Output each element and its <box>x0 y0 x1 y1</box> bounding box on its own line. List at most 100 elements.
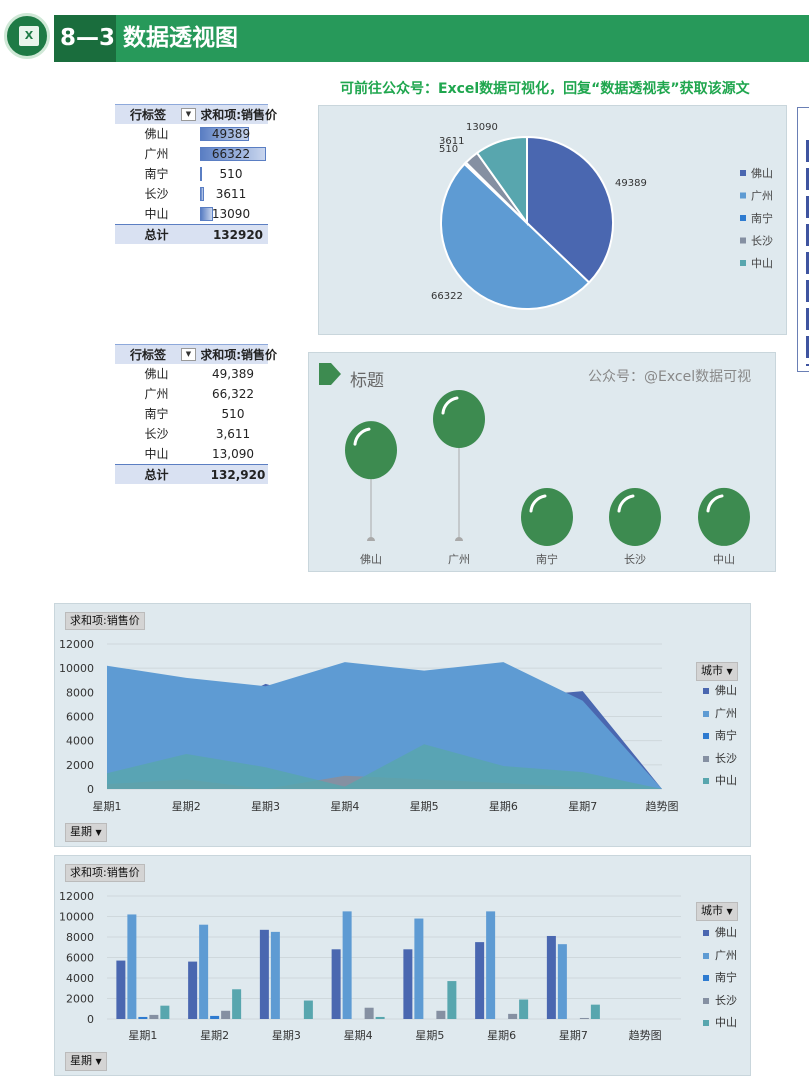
balloon-chart-panel[interactable]: 标题 公众号：@Excel数据可视 佛山 广州 南宁 长沙 中山 <box>308 352 776 572</box>
balloon-highlight <box>441 396 459 415</box>
value-cell: 3,611 <box>215 427 251 441</box>
balloon-label: 广州 <box>448 553 470 566</box>
y-tick-label: 12000 <box>59 638 94 651</box>
legend-item[interactable]: 南宁 <box>703 969 737 985</box>
column-中山[interactable] <box>375 1016 385 1019</box>
column-广州[interactable] <box>486 911 496 1019</box>
column-佛山[interactable] <box>475 942 485 1019</box>
slicer-items[interactable] <box>806 140 809 366</box>
column-中山[interactable] <box>232 989 242 1019</box>
area-series-中山[interactable] <box>107 744 662 789</box>
column-广州[interactable] <box>342 911 352 1019</box>
column-chart[interactable]: 0 2000 4000 6000 8000 10000 12000 星期1 星期2 星期3 星期4 星… <box>55 856 752 1077</box>
column-佛山[interactable] <box>188 961 198 1019</box>
column-佛山[interactable] <box>331 949 341 1019</box>
area-chart[interactable]: 0 2000 4000 6000 8000 10000 12000 星期1 星期2 星期3 星期4 星… <box>55 604 752 848</box>
value-field-button[interactable]: 求和项:销售价 <box>65 612 145 630</box>
legend-swatch <box>703 755 709 762</box>
column-广州[interactable] <box>127 914 137 1019</box>
balloon-label: 佛山 <box>360 553 382 566</box>
legend-item[interactable]: 长沙 <box>703 750 737 766</box>
column-南宁[interactable] <box>138 1016 148 1019</box>
legend-label: 广州 <box>715 706 737 720</box>
legend-item[interactable]: 广州 <box>703 705 737 721</box>
column-南宁[interactable] <box>210 1015 220 1019</box>
legend-swatch <box>740 237 746 244</box>
legend-swatch <box>703 688 709 694</box>
legend-item[interactable]: 佛山 <box>703 682 737 698</box>
area-series-广州[interactable] <box>107 662 662 789</box>
pie-slice-4[interactable] <box>475 135 528 227</box>
legend-swatch <box>740 192 746 199</box>
legend-swatch <box>703 710 709 717</box>
balloon-广州[interactable] <box>433 390 485 448</box>
legend-field-button[interactable]: 城市 ▼ <box>696 902 738 921</box>
city-cell: 中山 <box>144 207 169 221</box>
column-中山[interactable] <box>519 999 529 1019</box>
legend-swatch <box>740 215 746 221</box>
column-长沙[interactable] <box>149 1014 159 1019</box>
x-tick-label: 星期3 <box>251 800 280 813</box>
axis-field-button[interactable]: 星期 ▼ <box>65 1052 107 1071</box>
column-长沙[interactable] <box>579 1017 589 1019</box>
axis-field-button[interactable]: 星期 ▼ <box>65 823 107 842</box>
balloon-中山[interactable] <box>698 487 750 546</box>
column-中山[interactable] <box>590 1004 600 1019</box>
pie-slice-0[interactable] <box>526 135 614 284</box>
column-长沙[interactable] <box>508 1013 518 1019</box>
filter-dropdown-icon[interactable]: ▼ <box>181 108 196 121</box>
y-tick-label: 2000 <box>66 759 94 772</box>
value-cell: 13,090 <box>212 447 254 461</box>
y-tick-label: 6000 <box>66 711 94 724</box>
column-长沙[interactable] <box>436 1010 446 1019</box>
area-chart-panel[interactable]: 求和项:销售价 0 2000 4000 6000 8000 10000 12000 星期1 星期… <box>54 603 751 847</box>
balloon-南宁[interactable] <box>521 488 573 546</box>
column-长沙[interactable] <box>221 1010 231 1019</box>
column-佛山[interactable] <box>546 935 556 1019</box>
column-中山[interactable] <box>303 1000 313 1019</box>
pivot-table-plain[interactable]: 行标签 ▼ 求和项:销售价 佛山 49,389 广州 66,322 南宁 510 长沙 3,6… <box>115 344 277 484</box>
x-tick-label: 星期3 <box>272 1029 301 1042</box>
column-中山[interactable] <box>447 981 457 1019</box>
legend-item[interactable]: 广州 <box>703 947 737 963</box>
slicer-panel[interactable] <box>797 107 809 372</box>
legend-swatch <box>703 952 709 959</box>
y-tick-label: 4000 <box>66 735 94 748</box>
column-长沙[interactable] <box>364 1007 374 1019</box>
legend-field-button[interactable]: 城市 ▼ <box>696 662 738 681</box>
column-广州[interactable] <box>414 918 424 1019</box>
column-chart-panel[interactable]: 求和项:销售价 0 2000 4000 6000 8000 10000 12000 星期1 星期… <box>54 855 751 1076</box>
balloon-佛山[interactable] <box>345 421 397 480</box>
x-tick-label: 趋势图 <box>629 1029 662 1042</box>
column-佛山[interactable] <box>116 960 126 1019</box>
value-field-button[interactable]: 求和项:销售价 <box>65 864 145 882</box>
filter-dropdown-icon[interactable]: ▼ <box>181 348 196 361</box>
legend-item[interactable]: 佛山 <box>703 924 737 940</box>
legend-field-label: 城市 <box>701 904 723 917</box>
legend-item[interactable]: 中山 <box>703 1014 737 1030</box>
balloon-长沙[interactable] <box>609 488 661 546</box>
header-accent <box>54 15 116 62</box>
legend-item[interactable]: 长沙 <box>703 992 737 1008</box>
column-广州[interactable] <box>557 944 567 1019</box>
column-佛山[interactable] <box>403 949 413 1019</box>
value-cell: 49,389 <box>212 367 254 381</box>
legend-swatch <box>703 930 709 936</box>
logo-mark: X <box>19 26 39 46</box>
column-广州[interactable] <box>199 924 209 1019</box>
city-cell: 长沙 <box>144 427 169 441</box>
value-cell: 3611 <box>215 187 247 201</box>
column-佛山[interactable] <box>259 929 269 1019</box>
x-tick-label: 星期4 <box>330 800 359 813</box>
column-广州[interactable] <box>270 931 280 1019</box>
balloon-chart[interactable]: 佛山 广州 南宁 长沙 中山 <box>309 353 777 573</box>
pivot-table-bars[interactable]: 行标签 ▼ 求和项:销售价 佛山 49389 广州 66322 南宁 510 长沙 3611 中… <box>115 104 277 244</box>
pie-chart-panel[interactable]: 49389 66322 510 3611 13090 佛山 广州 南宁 长沙 中山 <box>318 105 787 335</box>
column-中山[interactable] <box>160 1005 170 1019</box>
legend-item[interactable]: 南宁 <box>703 727 737 743</box>
legend-item[interactable]: 中山 <box>703 772 737 788</box>
balloon-label: 长沙 <box>624 553 646 566</box>
table-row: 南宁 510 <box>115 404 268 424</box>
pie-slice-1[interactable] <box>440 162 591 310</box>
